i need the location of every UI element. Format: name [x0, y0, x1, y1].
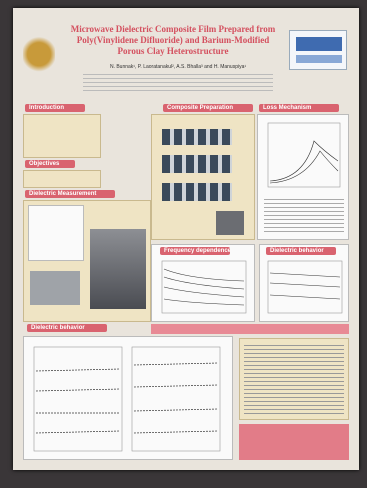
chart-panel	[257, 114, 349, 240]
caption	[264, 197, 344, 233]
page: {"header": {"title": "Microwave Dielectr…	[0, 0, 367, 488]
text-box	[23, 114, 101, 158]
section-heading: Objectives	[25, 160, 75, 168]
film-photo	[216, 211, 244, 235]
section-heading: Frequency dependence	[160, 247, 230, 255]
text-box	[23, 200, 151, 322]
caption-strip	[151, 324, 349, 334]
section-heading: Loss Mechanism	[259, 104, 339, 112]
structure-diagram	[162, 129, 232, 145]
conclusion-box	[239, 338, 349, 420]
poster: Microwave Dielectric Composite Film Prep…	[13, 8, 359, 470]
section-heading: Dielectric Measurement	[25, 190, 115, 198]
equipment-photo	[30, 271, 80, 305]
structure-diagram	[162, 155, 232, 173]
chart-panel: Dielectric behavior	[259, 244, 349, 322]
poster-title: Microwave Dielectric Composite Film Prep…	[63, 24, 283, 57]
university-logo	[23, 30, 55, 74]
chart-panel	[23, 336, 233, 460]
affiliations	[83, 72, 273, 94]
section-heading: Dielectric behavior	[27, 324, 107, 332]
chart-sketch	[28, 341, 228, 455]
acknowledgement-box	[239, 424, 349, 460]
authors: N. Bunnak¹, P. Laoratanakul², A.S. Bhall…	[73, 64, 283, 70]
chart-sketch	[264, 121, 344, 191]
diagram	[28, 205, 84, 261]
text-box	[151, 114, 255, 240]
structure-diagram	[162, 183, 232, 201]
text-box	[23, 170, 101, 188]
chart-sketch	[264, 259, 346, 317]
chart-panel: Frequency dependence	[151, 244, 255, 322]
section-heading: Composite Preparation	[163, 104, 253, 112]
section-heading: Introduction	[25, 104, 85, 112]
equipment-photo	[90, 229, 146, 309]
chart-sketch	[158, 259, 250, 317]
section-heading: Dielectric behavior	[266, 247, 336, 255]
sponsor-logo	[289, 30, 347, 70]
